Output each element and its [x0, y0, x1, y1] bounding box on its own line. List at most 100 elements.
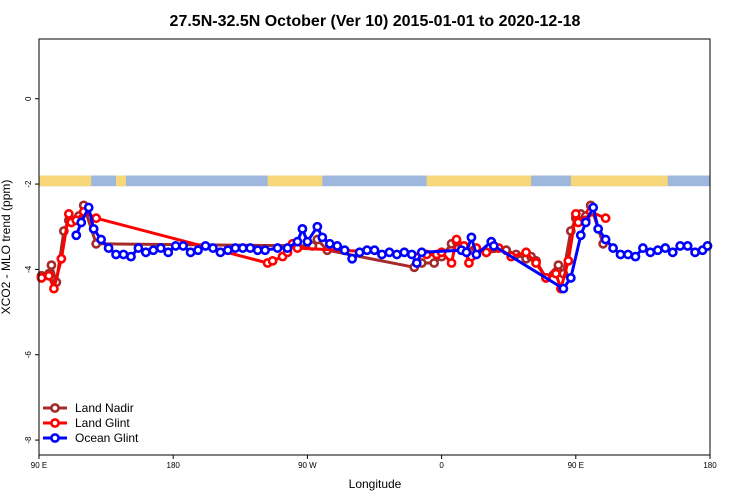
data-point-2-41	[377, 249, 387, 260]
data-point-2-1	[76, 217, 87, 228]
data-point-1-32	[563, 255, 574, 266]
data-point-1-2	[49, 283, 59, 294]
data-point-2-62	[615, 249, 626, 260]
data-point-2-32	[312, 221, 323, 232]
data-point-2-28	[282, 243, 293, 253]
data-point-2-19	[208, 243, 218, 253]
data-point-2-21	[222, 245, 233, 256]
x-tick-label-1: 180	[167, 461, 181, 470]
data-point-2-40	[369, 245, 380, 256]
data-point-1-3	[56, 253, 67, 264]
legend-marker-0	[50, 403, 60, 413]
data-point-2-23	[237, 243, 248, 253]
plot-frame	[38, 38, 711, 456]
data-point-0-15	[429, 258, 440, 268]
data-point-2-12	[155, 243, 166, 253]
data-point-2-64	[630, 251, 641, 262]
data-point-1-8	[91, 213, 102, 224]
data-point-2-42	[384, 247, 395, 258]
data-point-2-25	[252, 245, 263, 256]
legend-marker-1	[50, 418, 60, 428]
data-point-2-72	[690, 247, 700, 258]
data-point-2-46	[411, 258, 422, 268]
data-point-1-37	[600, 213, 611, 224]
data-point-2-20	[215, 247, 226, 258]
data-point-2-43	[391, 249, 402, 260]
data-point-2-16	[185, 247, 196, 258]
data-point-2-54	[558, 283, 569, 294]
land-band-0	[39, 175, 92, 187]
x-tick-label-2: 90 W	[298, 461, 317, 470]
data-point-2-29	[292, 236, 303, 247]
data-point-2-13	[163, 247, 174, 258]
data-point-0-28	[553, 260, 564, 271]
data-point-2-10	[140, 247, 151, 258]
data-point-2-57	[580, 217, 591, 228]
data-point-2-37	[347, 253, 358, 264]
data-point-2-44	[399, 247, 410, 258]
data-point-1-1	[44, 270, 54, 281]
data-point-2-47	[416, 247, 427, 258]
data-point-2-65	[638, 243, 648, 253]
data-point-2-6	[111, 249, 121, 260]
data-point-2-22	[230, 243, 241, 253]
land-band-4	[570, 175, 668, 187]
legend-marker-2	[50, 433, 60, 443]
data-point-2-24	[245, 243, 256, 253]
data-point-2-60	[600, 234, 611, 245]
data-point-2-2	[83, 202, 94, 213]
data-point-2-51	[471, 249, 482, 260]
data-point-2-33	[317, 232, 328, 243]
data-point-2-36	[339, 245, 350, 256]
data-point-1-33	[570, 209, 581, 219]
data-point-2-39	[362, 245, 372, 256]
legend-label-2: Ocean Glint	[75, 431, 139, 445]
data-point-2-34	[324, 238, 335, 249]
ocean-band	[39, 175, 710, 187]
y-tick-label-0: 0	[24, 96, 33, 101]
y-axis-label: XCO2 - MLO trend (ppm)	[0, 180, 13, 315]
data-point-2-35	[332, 241, 343, 251]
data-point-2-17	[193, 245, 203, 256]
series-line-1	[41, 210, 607, 291]
y-tick-label-2: -4	[24, 265, 33, 273]
data-point-2-38	[354, 247, 365, 258]
data-point-2-30	[297, 223, 308, 234]
series-layer	[36, 200, 713, 294]
data-point-2-11	[148, 245, 159, 256]
data-point-2-68	[660, 243, 671, 253]
data-point-2-66	[645, 247, 656, 258]
data-point-2-26	[260, 245, 271, 256]
series-ocean-glint	[71, 202, 713, 294]
data-point-1-18	[446, 258, 457, 268]
data-point-2-45	[406, 249, 417, 260]
series-line-0	[41, 203, 605, 284]
land-band-1	[116, 175, 126, 187]
data-point-2-71	[682, 241, 693, 251]
data-point-1-19	[451, 234, 462, 245]
data-point-2-53	[488, 241, 499, 251]
land-band-3	[426, 175, 532, 187]
data-point-1-34	[573, 217, 584, 228]
x-axis-label: Longitude	[349, 477, 402, 491]
data-point-2-50	[466, 232, 477, 243]
x-tick-label-0: 90 E	[31, 461, 47, 470]
data-point-2-74	[702, 241, 713, 251]
data-point-2-7	[118, 249, 129, 260]
data-point-2-18	[200, 241, 211, 251]
data-point-2-8	[126, 251, 136, 262]
data-point-2-67	[652, 245, 663, 256]
data-point-2-55	[565, 273, 576, 283]
data-point-2-69	[667, 247, 678, 258]
data-point-2-27	[272, 243, 283, 253]
data-point-2-56	[575, 230, 586, 241]
data-point-2-4	[96, 234, 107, 245]
data-point-2-9	[133, 243, 144, 253]
data-point-2-59	[593, 223, 604, 234]
chart-title: 27.5N-32.5N October (Ver 10) 2015-01-01 …	[170, 13, 581, 30]
data-point-2-49	[461, 247, 472, 258]
data-point-1-27	[521, 247, 531, 258]
land-band-2	[267, 175, 323, 187]
